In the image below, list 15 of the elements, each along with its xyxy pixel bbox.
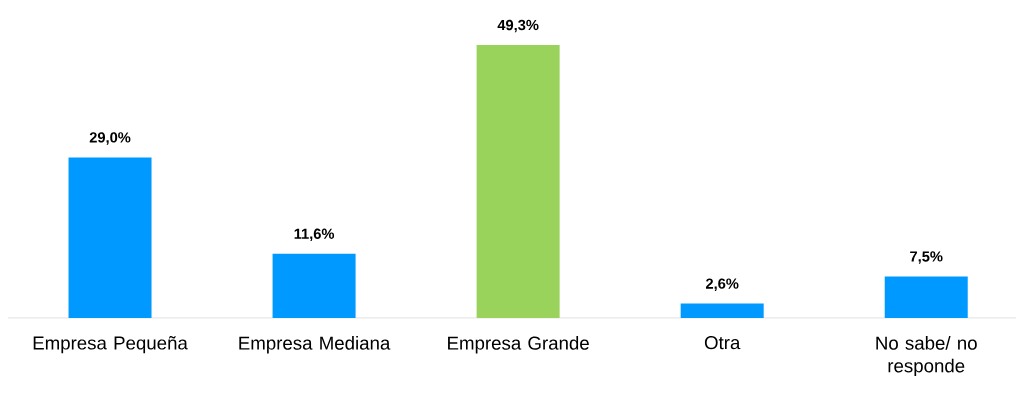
x-tick-label: Otra	[704, 336, 741, 350]
data-label: 2,6%	[705, 278, 739, 291]
data-label: 29,0%	[89, 132, 131, 145]
bar	[476, 45, 560, 318]
bar	[68, 157, 152, 318]
x-tick-label: Empresa Grande	[448, 336, 589, 354]
x-tick-label: Empresa Pequeña	[33, 336, 188, 354]
x-tick-label: Empresa Mediana	[239, 336, 391, 354]
data-label: 11,6%	[294, 228, 335, 242]
bar	[272, 253, 356, 318]
bar	[884, 276, 968, 318]
bar	[680, 303, 764, 318]
x-tick-label: No sabe/ no responde	[876, 336, 977, 377]
data-label: 7,5%	[910, 251, 943, 264]
data-label: 49,3%	[497, 19, 539, 33]
